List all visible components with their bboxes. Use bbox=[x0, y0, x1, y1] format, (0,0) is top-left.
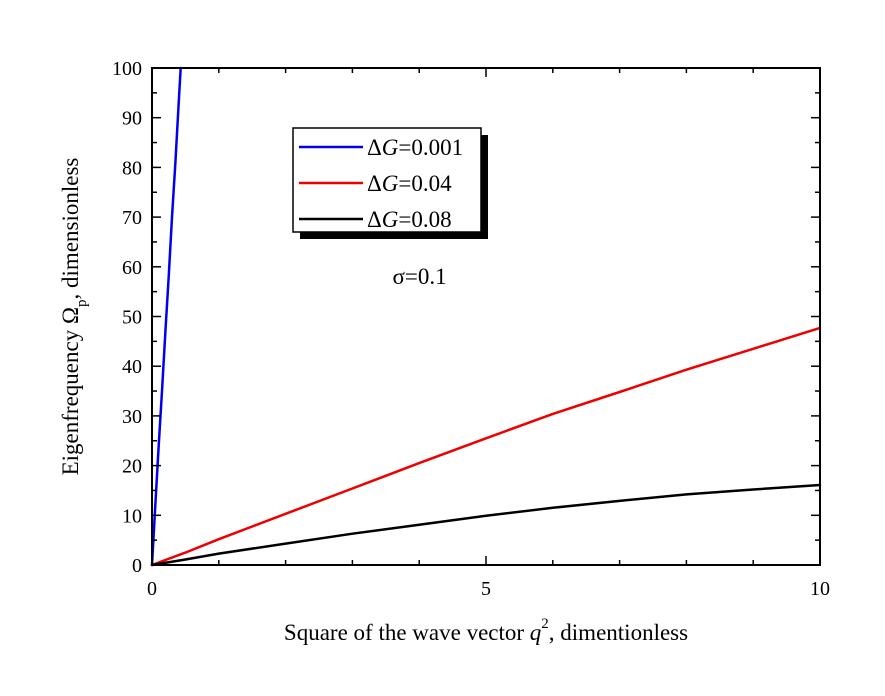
annotation-layer: σ=0.1 bbox=[392, 264, 446, 289]
series-line-2 bbox=[150, 326, 822, 567]
legend-items: ΔG=0.001 ΔG=0.04 ΔG=0.08 bbox=[299, 135, 463, 232]
x-axis-title: Square of the wave vector q2, dimentionl… bbox=[284, 616, 688, 645]
y-axis-title-sub: p bbox=[74, 299, 90, 307]
plot-frame bbox=[151, 67, 821, 566]
y-axis-title-suffix: , dimensionless bbox=[58, 158, 83, 300]
series-line-1 bbox=[150, 66, 182, 567]
y-tick-label: 50 bbox=[122, 307, 142, 329]
y-tick-label: 10 bbox=[122, 505, 142, 527]
y-tick-label: 20 bbox=[122, 456, 142, 478]
legend: ΔG=0.001 ΔG=0.04 ΔG=0.08 bbox=[292, 127, 488, 239]
x-tick-label: 0 bbox=[147, 578, 157, 600]
legend-label-1: ΔG=0.001 bbox=[367, 135, 463, 160]
y-tick-label: 60 bbox=[122, 257, 142, 279]
x-tick-label: 5 bbox=[481, 578, 491, 600]
y-axis-title-prefix: Eigenfrequency Ω bbox=[58, 307, 83, 475]
legend-label-2: ΔG=0.04 bbox=[367, 171, 452, 196]
legend-label-3: ΔG=0.08 bbox=[367, 207, 452, 232]
y-tick-label: 70 bbox=[122, 207, 142, 229]
annotation-sigma: σ=0.1 bbox=[392, 264, 446, 289]
x-axis-title-var: q bbox=[530, 620, 542, 645]
y-tick-label: 0 bbox=[132, 555, 142, 577]
y-tick-label: 80 bbox=[122, 157, 142, 179]
y-tick-label: 100 bbox=[112, 58, 142, 80]
series-layer bbox=[150, 66, 822, 567]
series-line-3 bbox=[150, 483, 822, 567]
y-tick-label: 40 bbox=[122, 356, 142, 378]
x-tick-label: 10 bbox=[810, 578, 830, 600]
x-axis-title-prefix: Square of the wave vector bbox=[284, 620, 530, 645]
legend-box bbox=[292, 127, 482, 233]
x-axis-title-suffix: , dimentionless bbox=[549, 620, 688, 645]
y-tick-label: 90 bbox=[122, 108, 142, 130]
y-tick-label: 30 bbox=[122, 406, 142, 428]
x-axis-title-sup: 2 bbox=[541, 616, 549, 632]
y-axis-title: Eigenfrequency Ωp, dimensionless bbox=[58, 158, 90, 476]
